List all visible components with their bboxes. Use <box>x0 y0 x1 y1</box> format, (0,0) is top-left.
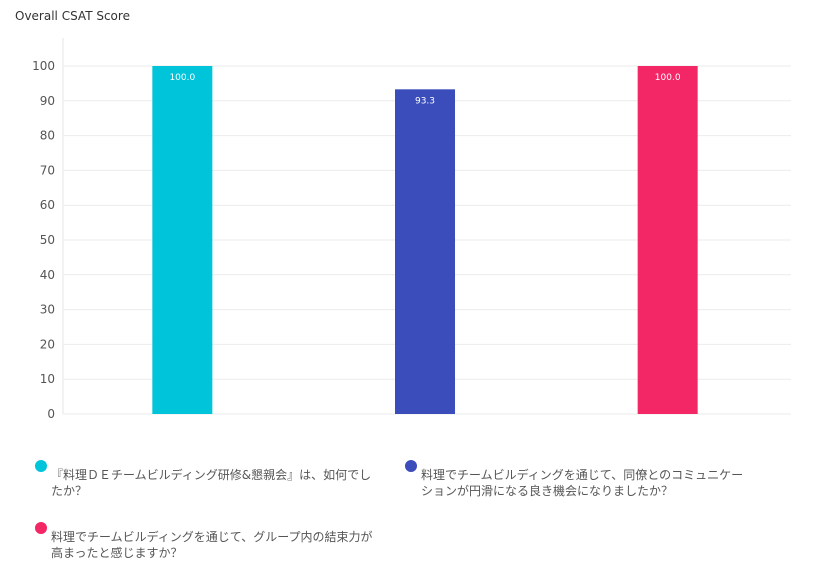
y-tick-label-0: 0 <box>47 407 55 421</box>
chart-title: Overall CSAT Score <box>15 9 130 23</box>
y-tick-label-60: 60 <box>40 198 55 212</box>
y-tick-label-50: 50 <box>40 233 55 247</box>
bar-2 <box>395 89 455 414</box>
legend-label-1: 『料理ＤＥチームビルディング研修&懇親会』は、如何でしたか？ <box>51 468 372 498</box>
bar-chart: 0 10 20 30 40 50 60 70 80 90 100 100.0 93.3 100.0 <box>32 38 791 421</box>
bar-3 <box>637 66 698 414</box>
y-tick-label-70: 70 <box>40 163 55 177</box>
y-tick-label-10: 10 <box>40 372 55 386</box>
y-tick-label-100: 100 <box>32 59 55 73</box>
legend-marker-2 <box>405 460 417 472</box>
y-tick-label-30: 30 <box>40 303 55 317</box>
legend-marker-1 <box>35 460 47 472</box>
y-tick-label-90: 90 <box>40 94 55 108</box>
legend-marker-3 <box>35 522 47 534</box>
y-tick-label-80: 80 <box>40 129 55 143</box>
y-tick-label-20: 20 <box>40 337 55 351</box>
bar-1 <box>152 66 213 414</box>
data-label-1: 100.0 <box>169 73 195 83</box>
data-label-2: 93.3 <box>415 96 435 106</box>
legend-label-3: 料理でチームビルディングを通じて、グループ内の結束力が高まったと感じますか？ <box>51 530 373 560</box>
y-tick-label-40: 40 <box>40 268 55 282</box>
data-label-3: 100.0 <box>655 73 681 83</box>
legend-label-2: 料理でチームビルディングを通じて、同僚とのコミュニケーションが円滑になる良き機会… <box>421 468 744 498</box>
